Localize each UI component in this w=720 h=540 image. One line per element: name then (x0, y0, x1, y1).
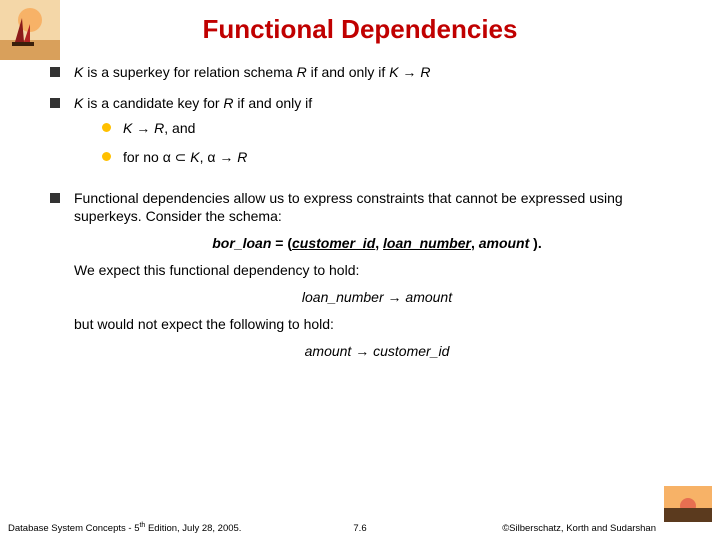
square-bullet-icon (50, 193, 60, 203)
slide-title: Functional Dependencies (0, 0, 720, 63)
sailboat-logo-icon (0, 0, 60, 60)
footer-page-number: 7.6 (353, 523, 366, 534)
square-bullet-icon (50, 98, 60, 108)
subbullet-k-r: K → R, and (102, 119, 680, 138)
bullet-candidate-key: K is a candidate key for R if and only i… (50, 94, 680, 177)
footer-left: Database System Concepts - 5th Edition, … (8, 522, 241, 534)
bullet-fd-explain: Functional dependencies allow us to expr… (50, 189, 680, 369)
subbullet-no-alpha: for no α ⊂ K, α → R (102, 148, 680, 167)
slide-content: K is a superkey for relation schema R if… (0, 63, 720, 369)
fd-explain-text: Functional dependencies allow us to expr… (74, 189, 680, 227)
slide-footer: Database System Concepts - 5th Edition, … (0, 522, 720, 534)
dot-bullet-icon (102, 123, 111, 132)
schema-line: bor_loan = (customer_id, loan_number, am… (74, 234, 680, 253)
not-expect-text: but would not expect the following to ho… (74, 315, 680, 334)
sunset-logo-icon (664, 486, 712, 522)
fd1-line: loan_number → amount (74, 288, 680, 307)
dot-bullet-icon (102, 152, 111, 161)
expect-text: We expect this functional dependency to … (74, 261, 680, 280)
fd2-line: amount → customer_id (74, 342, 680, 361)
square-bullet-icon (50, 67, 60, 77)
bullet-superkey: K is a superkey for relation schema R if… (50, 63, 680, 82)
footer-copyright: ©Silberschatz, Korth and Sudarshan (502, 523, 712, 534)
